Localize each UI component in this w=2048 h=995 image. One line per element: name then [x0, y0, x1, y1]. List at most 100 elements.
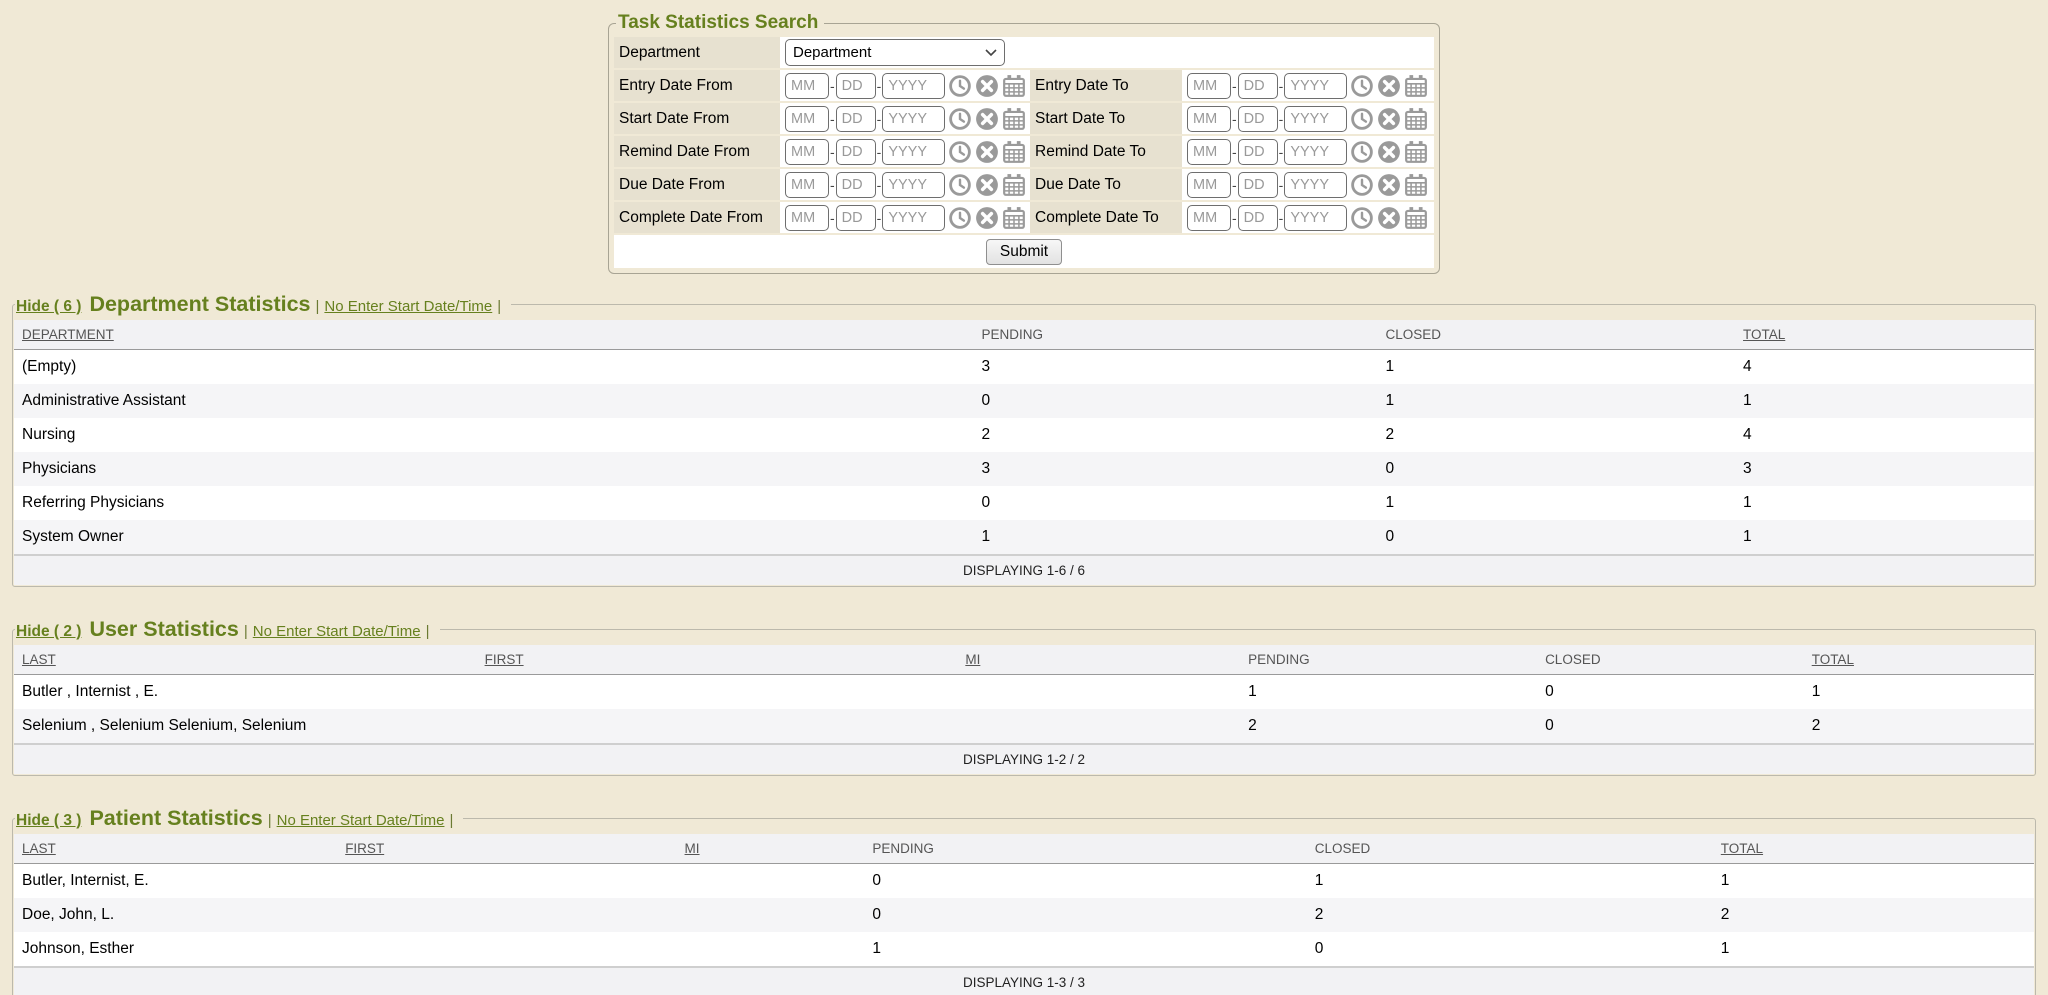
- submit-button[interactable]: Submit: [985, 238, 1063, 265]
- due-date-from-clear-icon[interactable]: [975, 173, 999, 197]
- complete-date-from-dd-input[interactable]: [835, 204, 876, 231]
- complete-date-to-mm-input[interactable]: [1187, 204, 1231, 231]
- remind-date-to-dd-input[interactable]: [1237, 138, 1278, 165]
- complete-date-to-dd-input[interactable]: [1237, 204, 1278, 231]
- due-date-to-mm-input[interactable]: [1187, 171, 1231, 198]
- complete-date-to-yyyy-input[interactable]: [1284, 204, 1348, 231]
- cell-closed: 2: [1385, 426, 1395, 443]
- entry-date-to-clear-icon[interactable]: [1377, 74, 1401, 98]
- sort-link-last[interactable]: LAST: [22, 652, 56, 667]
- complete-date-to-clear-icon[interactable]: [1377, 206, 1401, 230]
- start-date-from-yyyy-input[interactable]: [882, 105, 946, 132]
- due-date-from-yyyy-input[interactable]: [882, 171, 946, 198]
- remind-date-from-yyyy-input[interactable]: [882, 138, 946, 165]
- patient-hide-link[interactable]: Hide ( 3 ): [16, 812, 82, 829]
- remind-date-from-clock-icon[interactable]: [948, 140, 972, 164]
- due-date-to-calendar-icon[interactable]: [1404, 173, 1428, 197]
- due-date-from-dd-input[interactable]: [835, 171, 876, 198]
- complete-date-from-mm-input[interactable]: [785, 204, 829, 231]
- cell-closed: 1: [1385, 358, 1395, 375]
- due-date-from-calendar-icon[interactable]: [1002, 173, 1026, 197]
- sort-link-department[interactable]: DEPARTMENT: [22, 327, 114, 342]
- remind-date-from-dd-input[interactable]: [835, 138, 876, 165]
- column-header-closed: CLOSED: [1537, 645, 1804, 675]
- complete-date-from-clear-icon[interactable]: [975, 206, 999, 230]
- sort-link-first[interactable]: FIRST: [345, 841, 385, 856]
- cell-total: 1: [1720, 872, 1730, 889]
- start-date-from-clock-icon[interactable]: [948, 107, 972, 131]
- remind-date-to-clear-icon[interactable]: [1377, 140, 1401, 164]
- sort-link-first[interactable]: FIRST: [484, 652, 524, 667]
- dash-separator: -: [876, 77, 882, 94]
- due-date-to-clock-icon[interactable]: [1350, 173, 1374, 197]
- remind-date-to-mm-input[interactable]: [1187, 138, 1231, 165]
- start-date-from-calendar-icon[interactable]: [1002, 107, 1026, 131]
- start-date-to-clock-icon[interactable]: [1350, 107, 1374, 131]
- complete-date-from-yyyy-input[interactable]: [882, 204, 946, 231]
- cell-pending: 0: [981, 392, 991, 409]
- column-header-closed: CLOSED: [1306, 834, 1713, 864]
- remind-date-to-yyyy-input[interactable]: [1284, 138, 1348, 165]
- entry-date-from-mm-input[interactable]: [785, 72, 829, 99]
- pipe-separator: |: [497, 298, 502, 315]
- cell-closed: 1: [1314, 872, 1324, 889]
- start-date-from-clear-icon[interactable]: [975, 107, 999, 131]
- pipe-separator: |: [449, 812, 454, 829]
- due-date-to-dd-input[interactable]: [1237, 171, 1278, 198]
- due-date-from-clock-icon[interactable]: [948, 173, 972, 197]
- entry-date-to-calendar-icon[interactable]: [1404, 74, 1428, 98]
- department-select[interactable]: Department: [785, 39, 1005, 66]
- start-date-from-mm-input[interactable]: [785, 105, 829, 132]
- cell-last: Selenium , Selenium Selenium, Selenium: [22, 717, 307, 734]
- start-date-to-dd-input[interactable]: [1237, 105, 1278, 132]
- user-no-enter-start-link[interactable]: No Enter Start Date/Time: [252, 623, 421, 640]
- cell-last: Doe, John, L.: [22, 906, 115, 923]
- remind-date-to-calendar-icon[interactable]: [1404, 140, 1428, 164]
- cell-closed: 1: [1385, 494, 1395, 511]
- remind-date-from-mm-input[interactable]: [785, 138, 829, 165]
- entry-date-from-dd-input[interactable]: [835, 72, 876, 99]
- remind-date-from-calendar-icon[interactable]: [1002, 140, 1026, 164]
- sort-link-total[interactable]: TOTAL: [1743, 327, 1786, 342]
- complete-date-from-clock-icon[interactable]: [948, 206, 972, 230]
- cell-pending: 3: [981, 460, 991, 477]
- sort-link-mi[interactable]: MI: [965, 652, 981, 667]
- column-header-last: LAST: [14, 834, 338, 864]
- cell-first: [337, 932, 676, 967]
- dash-separator: -: [1278, 176, 1284, 193]
- start-date-to-clear-icon[interactable]: [1377, 107, 1401, 131]
- due-date-to-clear-icon[interactable]: [1377, 173, 1401, 197]
- remind-date-from-clear-icon[interactable]: [975, 140, 999, 164]
- pipe-separator: |: [315, 298, 320, 315]
- entry-date-from-calendar-icon[interactable]: [1002, 74, 1026, 98]
- sort-link-last[interactable]: LAST: [22, 841, 56, 856]
- user-hide-link[interactable]: Hide ( 2 ): [16, 623, 82, 640]
- entry-date-to-mm-input[interactable]: [1187, 72, 1231, 99]
- due-date-from-label: Due Date From: [614, 169, 780, 200]
- section-legend: Hide ( 3 ) Patient Statistics | No Enter St…: [15, 806, 463, 831]
- remind-date-to-clock-icon[interactable]: [1350, 140, 1374, 164]
- complete-date-to-clock-icon[interactable]: [1350, 206, 1374, 230]
- due-date-to-yyyy-input[interactable]: [1284, 171, 1348, 198]
- sort-link-mi[interactable]: MI: [684, 841, 700, 856]
- sort-link-total[interactable]: TOTAL: [1720, 841, 1764, 856]
- start-date-to-yyyy-input[interactable]: [1284, 105, 1348, 132]
- start-date-to-calendar-icon[interactable]: [1404, 107, 1428, 131]
- due-date-from-mm-input[interactable]: [785, 171, 829, 198]
- entry-date-to-dd-input[interactable]: [1237, 72, 1278, 99]
- complete-date-from-calendar-icon[interactable]: [1002, 206, 1026, 230]
- patient-no-enter-start-link[interactable]: No Enter Start Date/Time: [276, 812, 445, 829]
- statistics-sections: Hide ( 6 ) Department Statistics | No Enter…: [0, 292, 2048, 995]
- complete-date-to-calendar-icon[interactable]: [1404, 206, 1428, 230]
- entry-date-to-clock-icon[interactable]: [1350, 74, 1374, 98]
- entry-date-from-yyyy-input[interactable]: [882, 72, 946, 99]
- sort-link-total[interactable]: TOTAL: [1811, 652, 1854, 667]
- start-date-from-dd-input[interactable]: [835, 105, 876, 132]
- entry-date-from-clear-icon[interactable]: [975, 74, 999, 98]
- table-row: System Owner 1 0 1: [14, 520, 2034, 555]
- start-date-to-mm-input[interactable]: [1187, 105, 1231, 132]
- department-hide-link[interactable]: Hide ( 6 ): [16, 298, 82, 315]
- department-no-enter-start-link[interactable]: No Enter Start Date/Time: [324, 298, 493, 315]
- entry-date-to-yyyy-input[interactable]: [1284, 72, 1348, 99]
- entry-date-from-clock-icon[interactable]: [948, 74, 972, 98]
